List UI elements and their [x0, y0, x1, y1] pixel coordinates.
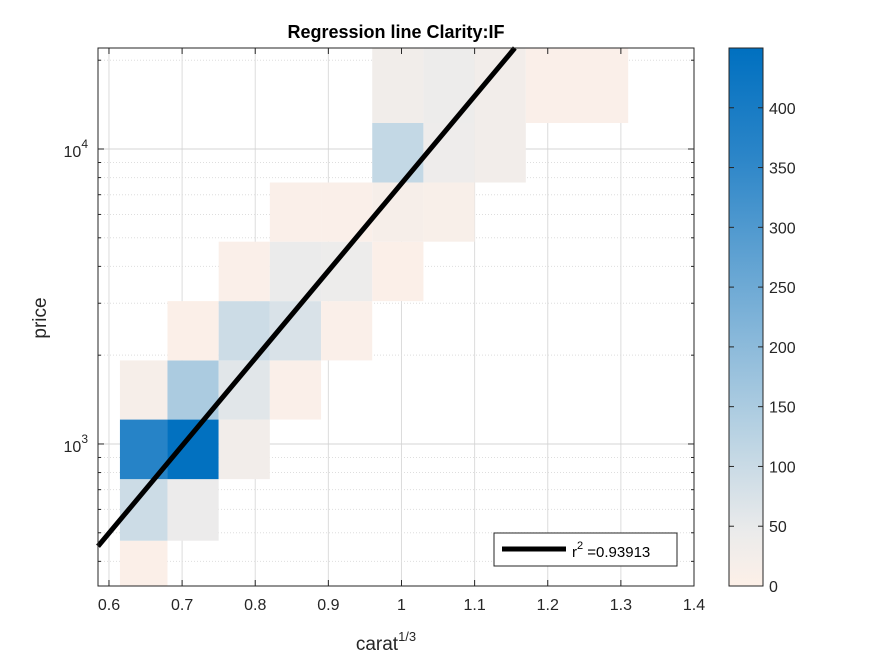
- legend-label-exponent: 2: [577, 540, 583, 552]
- chart-title: Regression line Clarity:IF: [287, 22, 504, 42]
- heatmap-cell: [321, 301, 373, 361]
- heatmap-cell: [167, 479, 219, 541]
- plot-frame: [97, 47, 695, 587]
- colorbar-tick-label: 100: [769, 459, 796, 476]
- colorbar-tick-label: 50: [769, 519, 787, 536]
- legend-label: r2 =0.93913: [572, 540, 650, 561]
- heatmap-cell: [423, 123, 475, 183]
- regression-line: [96, 46, 517, 548]
- x-tick-label: 0.7: [171, 597, 193, 614]
- colorbar-tick-label: 150: [769, 400, 796, 417]
- axis-ticks: 0.6 0.7 0.8 0.9 1 1.1 1.2 1.3 1.4 103 104: [64, 48, 705, 614]
- x-axis-label: carat1/3: [356, 629, 416, 655]
- colorbar-tick-label: 300: [769, 220, 796, 237]
- x-axis-label-base: carat: [356, 634, 399, 655]
- x-axis-label-exponent: 1/3: [398, 629, 416, 644]
- x-tick-label: 1.4: [683, 597, 705, 614]
- heatmap-cell: [218, 419, 270, 480]
- heatmap-cell: [119, 360, 168, 420]
- colorbar-ticks: 0 50 100 150 200 250 300 350 400: [729, 101, 796, 596]
- legend-label-base: r: [572, 544, 577, 561]
- heatmap-cell: [423, 182, 475, 242]
- y-tick-label: 103: [64, 432, 89, 456]
- heatmap-cell: [269, 360, 322, 420]
- x-tick-label: 1.3: [610, 597, 632, 614]
- heatmap-cell: [372, 123, 424, 183]
- heatmap-cell: [474, 123, 526, 183]
- colorbar-tick-label: 350: [769, 161, 796, 178]
- colorbar-gradient: [729, 48, 763, 586]
- heatmap-cell: [423, 48, 475, 124]
- heatmap-cell: [167, 301, 219, 361]
- heatmap-cell: [321, 182, 373, 242]
- x-tick-label: 0.6: [98, 597, 120, 614]
- y-axis-label: price: [30, 297, 51, 338]
- y-tick-label: 104: [64, 137, 89, 161]
- x-tick-label: 0.9: [317, 597, 339, 614]
- legend-label-value: =0.93913: [583, 544, 650, 561]
- heatmap-cell: [218, 241, 270, 302]
- heatmap-cell: [372, 241, 424, 302]
- x-tick-label: 0.8: [244, 597, 266, 614]
- colorbar-tick-label: 400: [769, 101, 796, 118]
- x-tick-label: 1.2: [537, 597, 559, 614]
- heatmap-cell: [372, 48, 424, 124]
- x-tick-label: 1: [397, 597, 406, 614]
- colorbar-frame: [728, 47, 764, 587]
- heatmap-cell: [119, 540, 168, 586]
- colorbar-tick-label: 0: [769, 579, 778, 596]
- heatmap-cell: [269, 182, 322, 242]
- regression-line-layer: [96, 46, 517, 548]
- colorbar-tick-label: 250: [769, 280, 796, 297]
- x-tick-label: 1.1: [463, 597, 485, 614]
- colorbar-tick-label: 200: [769, 340, 796, 357]
- heatmap-cell: [525, 48, 629, 124]
- legend: r2 =0.93913: [493, 532, 678, 567]
- heatmap-cell: [167, 419, 219, 480]
